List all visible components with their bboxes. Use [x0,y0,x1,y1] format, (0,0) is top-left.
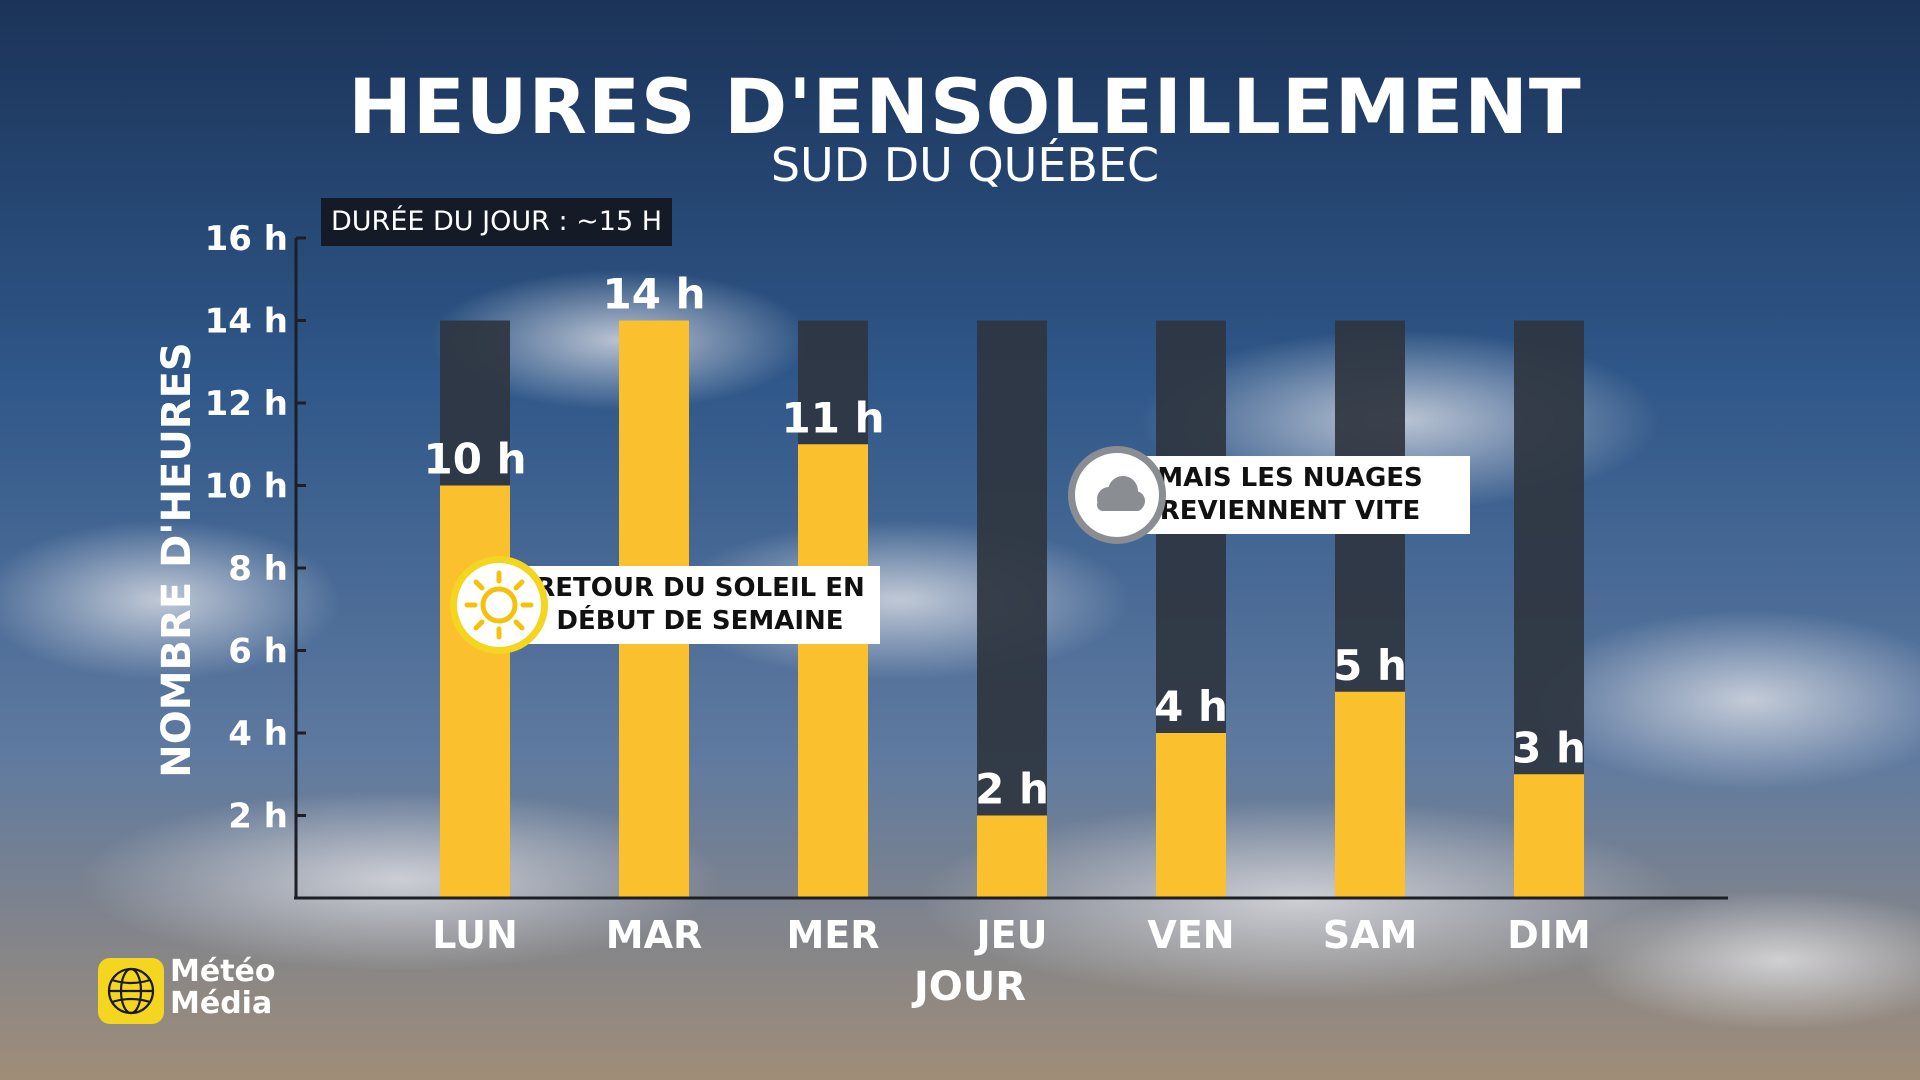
data-label-lun: 10 h [424,435,527,484]
data-labels: 10 h 14 h 11 h 2 h 4 h 5 h 3 h [424,270,1586,814]
y-axis-title: NOMBRE D'HEURES [154,342,200,778]
x-tick-sam: SAM [1323,913,1418,957]
x-tick-ven: VEN [1147,913,1234,957]
x-tick-lun: LUN [432,913,518,957]
sun-bar-ven [1156,733,1226,898]
cloud-callout-line2: REVIENNENT VITE [1159,496,1421,526]
day-bar-jeu [977,320,1047,898]
data-label-jeu: 2 h [975,765,1049,814]
chart-subtitle: SUD DU QUÉBEC [770,138,1160,192]
cloud-icon [1068,446,1166,544]
sun-icon [450,556,548,654]
sun-bar-mer [798,444,868,898]
data-label-ven: 4 h [1154,682,1228,731]
logo-wordmark: Météo Média [170,956,276,1020]
cloud-callout: MAIS LES NUAGES REVIENNENT VITE [1110,456,1470,534]
chart-title: HEURES D'ENSOLEILLEMENT [348,62,1582,151]
x-tick-dim: DIM [1507,913,1591,957]
globe-icon [98,958,164,1024]
logo-line2: Média [170,986,273,1021]
y-tick-label: 2 h [228,797,288,837]
y-tick-label: 8 h [228,549,288,589]
data-label-mer: 11 h [782,393,885,442]
sun-callout: RETOUR DU SOLEIL EN DÉBUT DE SEMAINE [520,566,880,644]
x-axis-title: JOUR [911,964,1026,1010]
x-tick-jeu: JEU [974,913,1048,957]
y-tick-label: 4 h [228,714,288,754]
logo-line1: Météo [170,954,276,989]
sun-bar-dim [1514,774,1584,898]
y-tick-label: 12 h [205,384,288,424]
y-tick-label: 16 h [205,219,288,259]
day-length-badge: DURÉE DU JOUR : ~15 H [321,198,673,246]
sun-bar-jeu [977,815,1047,898]
y-axis-ticks: 2 h 4 h 6 h 8 h 10 h 12 h 14 h 16 h [205,219,306,837]
data-label-dim: 3 h [1512,723,1586,772]
meteomedia-logo: Météo Média [98,956,276,1026]
cloud-callout-line1: MAIS LES NUAGES [1157,463,1423,493]
sun-bar-lun [440,485,510,898]
data-label-sam: 5 h [1333,641,1407,690]
x-tick-mar: MAR [606,913,702,957]
y-tick-label: 14 h [205,302,288,342]
x-tick-mer: MER [786,913,879,957]
data-label-mar: 14 h [603,270,706,319]
y-tick-label: 6 h [228,632,288,672]
sun-callout-line2: DÉBUT DE SEMAINE [556,606,844,636]
sun-callout-line1: RETOUR DU SOLEIL EN [535,573,865,603]
sun-bar-sam [1335,691,1405,898]
x-axis-ticks: LUN MAR MER JEU VEN SAM DIM [432,913,1591,957]
y-tick-label: 10 h [205,467,288,507]
